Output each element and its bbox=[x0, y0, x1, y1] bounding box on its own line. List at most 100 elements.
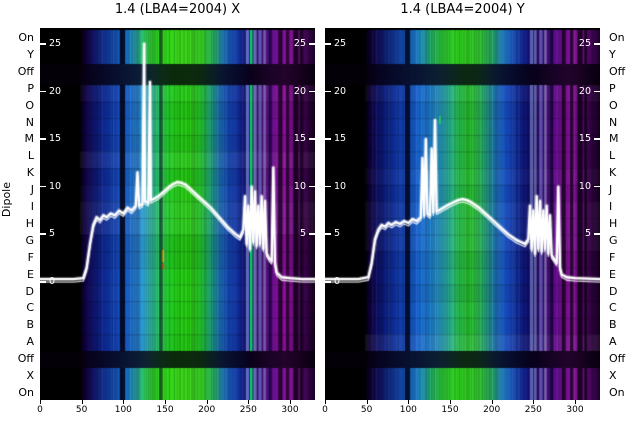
y-tick-label: 25 bbox=[49, 38, 62, 49]
dipole-label: H bbox=[609, 216, 618, 230]
dipole-label: N bbox=[25, 115, 34, 129]
heatmap-canvas-y bbox=[325, 28, 600, 400]
y-tick-mark bbox=[325, 233, 331, 235]
dipole-label: D bbox=[609, 284, 618, 298]
y-tick-label: 20 bbox=[293, 85, 306, 97]
panel-y: 25 25 20 20 15 15 10 10 5 5 0 bbox=[325, 28, 600, 400]
y-tick-mark bbox=[325, 185, 331, 188]
dipole-label: P bbox=[27, 81, 34, 95]
dipole-label: J bbox=[30, 183, 34, 197]
y-tick-mark bbox=[594, 233, 600, 235]
dipole-label: On bbox=[18, 386, 34, 399]
dipole-label: N bbox=[609, 115, 618, 129]
dipole-label: E bbox=[609, 267, 616, 281]
dipole-label: B bbox=[26, 318, 34, 332]
y-tick-label: 0 bbox=[334, 276, 341, 287]
dipole-label: C bbox=[26, 301, 34, 315]
x-tick-label: 50 bbox=[360, 405, 373, 415]
x-tick-mark bbox=[450, 400, 451, 404]
x-tick-mark bbox=[491, 400, 493, 404]
y-tick-label: 15 bbox=[293, 133, 306, 145]
dipole-label: M bbox=[24, 132, 35, 146]
y-tick-mark bbox=[309, 43, 315, 45]
panel-y-title: 1.4 (LBA4=2004) Y bbox=[400, 2, 525, 17]
x-tick-label: 200 bbox=[483, 405, 501, 415]
y-tick-label: 10 bbox=[293, 180, 306, 192]
dipole-label: B bbox=[609, 318, 617, 332]
y-tick-label: 15 bbox=[578, 133, 591, 145]
x-tick-mark bbox=[206, 400, 208, 404]
dipole-label: H bbox=[25, 216, 34, 230]
dipole-label: C bbox=[609, 301, 617, 315]
dipole-label: L bbox=[609, 149, 616, 163]
dipole-label: G bbox=[25, 233, 34, 247]
y-tick-label: 20 bbox=[334, 85, 347, 97]
x-tick-label: 200 bbox=[198, 405, 216, 415]
dipole-label: K bbox=[26, 166, 34, 180]
y-tick-label: 20 bbox=[49, 85, 62, 97]
dipole-label: I bbox=[30, 200, 34, 214]
dipole-label: Off bbox=[17, 352, 34, 366]
y-tick-mark bbox=[40, 43, 46, 45]
y-tick-mark bbox=[325, 90, 331, 93]
x-tick-mark bbox=[408, 400, 410, 404]
y-tick-mark bbox=[594, 90, 600, 93]
y-tick-mark bbox=[40, 281, 46, 283]
y-tick-mark bbox=[325, 138, 331, 140]
y-tick-label: 25 bbox=[334, 38, 347, 49]
dipole-label: On bbox=[18, 31, 34, 44]
x-tick-mark bbox=[533, 400, 535, 404]
x-tick-mark bbox=[248, 400, 250, 404]
x-tick-mark bbox=[575, 400, 576, 404]
panel-x: 25 25 20 20 15 15 10 10 5 5 0 bbox=[40, 28, 315, 400]
x-tick-label: 150 bbox=[441, 405, 459, 415]
y-tick-label: 5 bbox=[49, 228, 56, 240]
dipole-label: Y bbox=[609, 47, 616, 61]
y-tick-mark bbox=[325, 43, 331, 45]
y-tick-mark bbox=[309, 90, 315, 93]
y-tick-label: 10 bbox=[334, 180, 347, 192]
x-tick-mark bbox=[81, 400, 83, 404]
y-tick-label: 10 bbox=[49, 180, 62, 192]
panel-x-title: 1.4 (LBA4=2004) X bbox=[114, 2, 241, 17]
y-tick-mark bbox=[594, 138, 600, 140]
dipole-label: A bbox=[26, 335, 34, 349]
y-tick-mark bbox=[40, 233, 46, 235]
y-tick-label: 5 bbox=[334, 228, 341, 240]
x-tick-mark bbox=[40, 400, 41, 404]
y-tick-mark bbox=[309, 233, 315, 235]
y-tick-mark bbox=[594, 185, 600, 188]
dipole-label: F bbox=[609, 250, 616, 264]
x-tick-label: 250 bbox=[239, 405, 257, 415]
dipole-label: J bbox=[609, 183, 613, 197]
y-tick-label: 0 bbox=[49, 276, 56, 287]
dipole-label: O bbox=[25, 98, 34, 112]
dipole-label: I bbox=[609, 200, 613, 214]
dipole-label: M bbox=[609, 132, 619, 146]
x-tick-label: 300 bbox=[281, 405, 299, 415]
x-tick-mark bbox=[123, 400, 125, 404]
y-tick-label: 10 bbox=[578, 180, 591, 192]
dipole-label: A bbox=[609, 335, 617, 349]
dipole-label: On bbox=[609, 386, 625, 399]
dipole-label: Off bbox=[17, 64, 34, 78]
dipole-label: P bbox=[609, 81, 616, 95]
x-tick-mark bbox=[290, 400, 291, 404]
y-tick-mark bbox=[325, 281, 331, 283]
x-tick-label: 100 bbox=[114, 405, 132, 415]
y-tick-label: 15 bbox=[49, 133, 62, 145]
y-tick-mark bbox=[309, 185, 315, 188]
dipole-label: L bbox=[27, 149, 34, 163]
x-tick-label: 0 bbox=[322, 405, 328, 415]
dipole-label: O bbox=[609, 98, 618, 112]
y-tick-mark bbox=[40, 90, 46, 93]
y-tick-mark bbox=[40, 138, 46, 140]
dipole-label: K bbox=[609, 166, 617, 180]
x-tick-mark bbox=[165, 400, 166, 404]
dipole-label: G bbox=[609, 233, 618, 247]
x-tick-label: 0 bbox=[37, 405, 43, 415]
x-tick-label: 50 bbox=[75, 405, 88, 415]
y-tick-label: 25 bbox=[578, 38, 591, 49]
x-tick-label: 300 bbox=[566, 405, 584, 415]
